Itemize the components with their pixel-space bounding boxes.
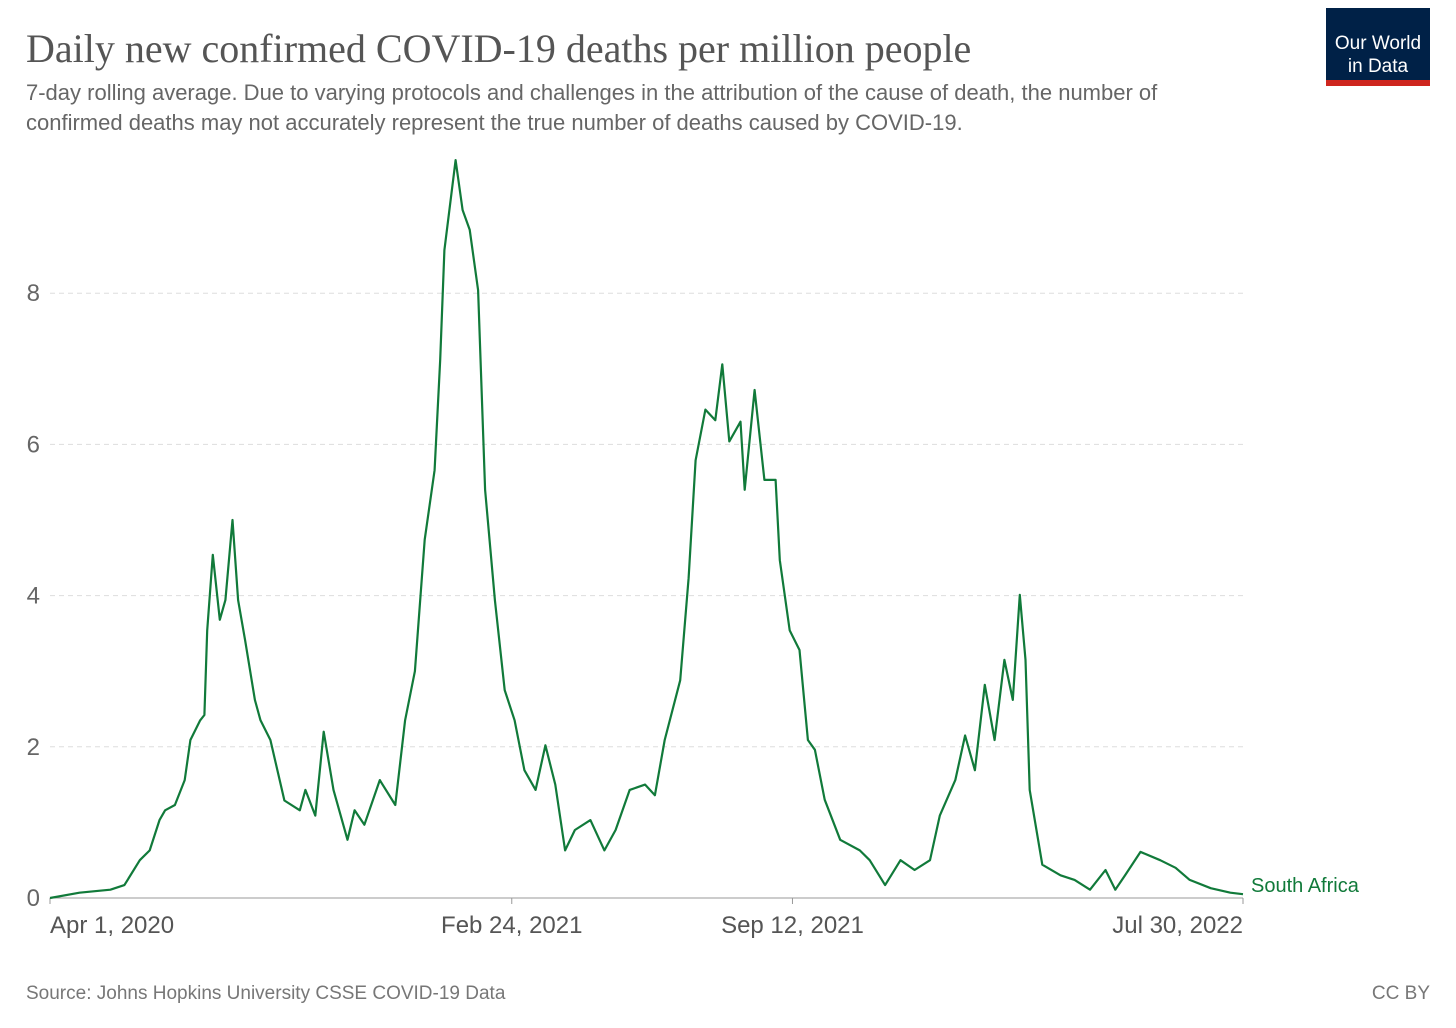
chart-subtitle: 7-day rolling average. Due to varying pr… bbox=[26, 80, 1158, 105]
x-tick-label: Jul 30, 2022 bbox=[1112, 912, 1243, 939]
y-tick-label: 6 bbox=[27, 431, 40, 458]
chart-subtitle: confirmed deaths may not accurately repr… bbox=[26, 110, 963, 135]
logo-bar bbox=[1326, 80, 1430, 86]
chart-title: Daily new confirmed COVID-19 deaths per … bbox=[26, 26, 971, 71]
series-label: South Africa bbox=[1251, 875, 1360, 897]
x-tick-label: Apr 1, 2020 bbox=[50, 912, 174, 939]
y-tick-label: 0 bbox=[27, 885, 40, 912]
logo-box bbox=[1326, 8, 1430, 80]
license: CC BY bbox=[1372, 983, 1430, 1004]
y-tick-label: 2 bbox=[27, 734, 40, 761]
logo-text: Our World bbox=[1335, 33, 1421, 54]
x-tick-label: Sep 12, 2021 bbox=[721, 912, 864, 939]
source-note: Source: Johns Hopkins University CSSE CO… bbox=[26, 983, 506, 1004]
logo-text: in Data bbox=[1348, 56, 1409, 77]
x-tick-label: Feb 24, 2021 bbox=[441, 912, 582, 939]
y-tick-label: 4 bbox=[27, 583, 40, 610]
y-tick-label: 8 bbox=[27, 280, 40, 307]
series-line bbox=[49, 159, 1244, 900]
